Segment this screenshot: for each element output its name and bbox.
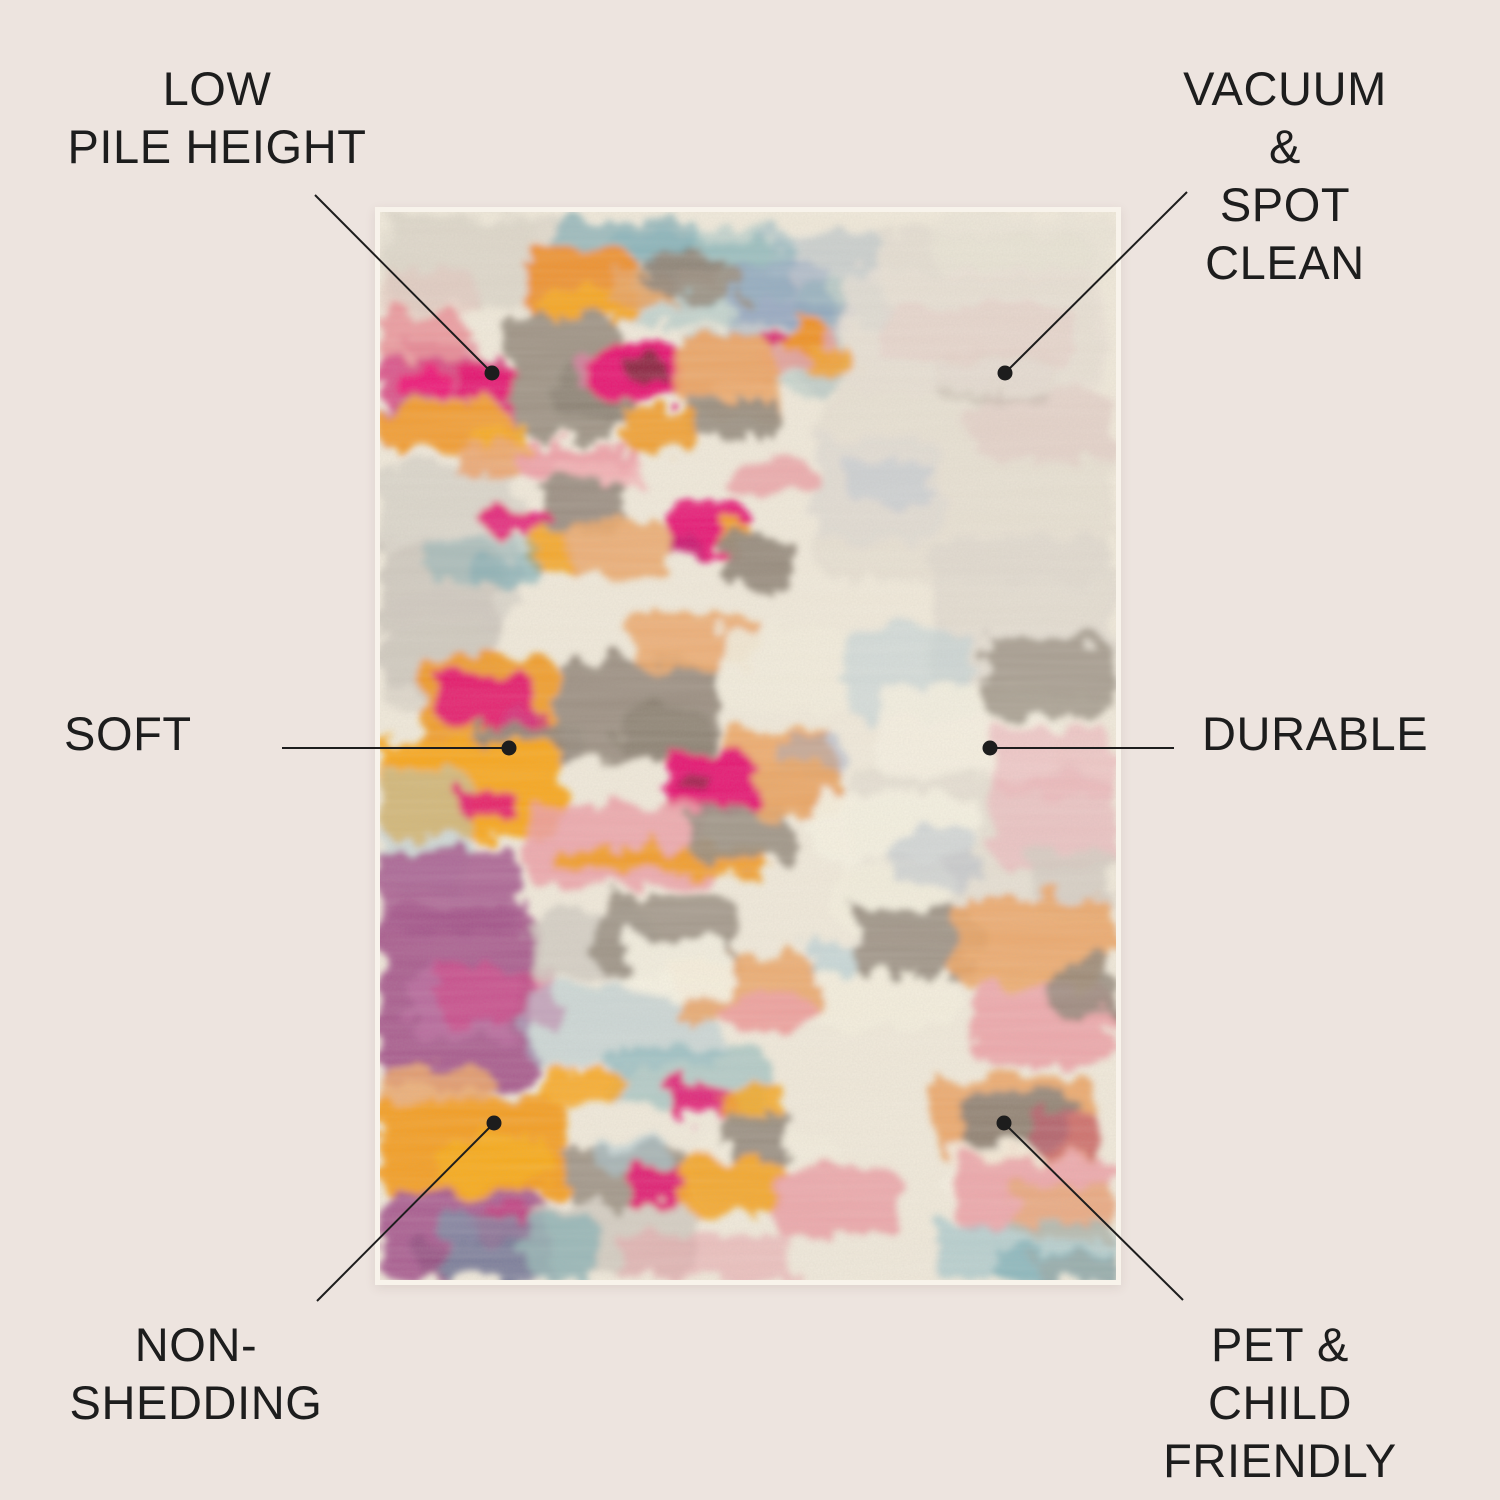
label-pet-child-friendly: PET & CHILD FRIENDLY — [1163, 1318, 1397, 1487]
label-soft: SOFT — [64, 707, 192, 760]
rug-abstract-pattern — [380, 212, 1116, 1280]
label-vacuum-spot-clean: VACUUM & SPOT CLEAN — [1183, 62, 1387, 289]
label-durable: DURABLE — [1202, 707, 1429, 760]
label-low-pile-height: LOW PILE HEIGHT — [67, 62, 367, 173]
label-non-shedding: NON- SHEDDING — [69, 1318, 323, 1429]
rug-photo — [375, 207, 1121, 1285]
